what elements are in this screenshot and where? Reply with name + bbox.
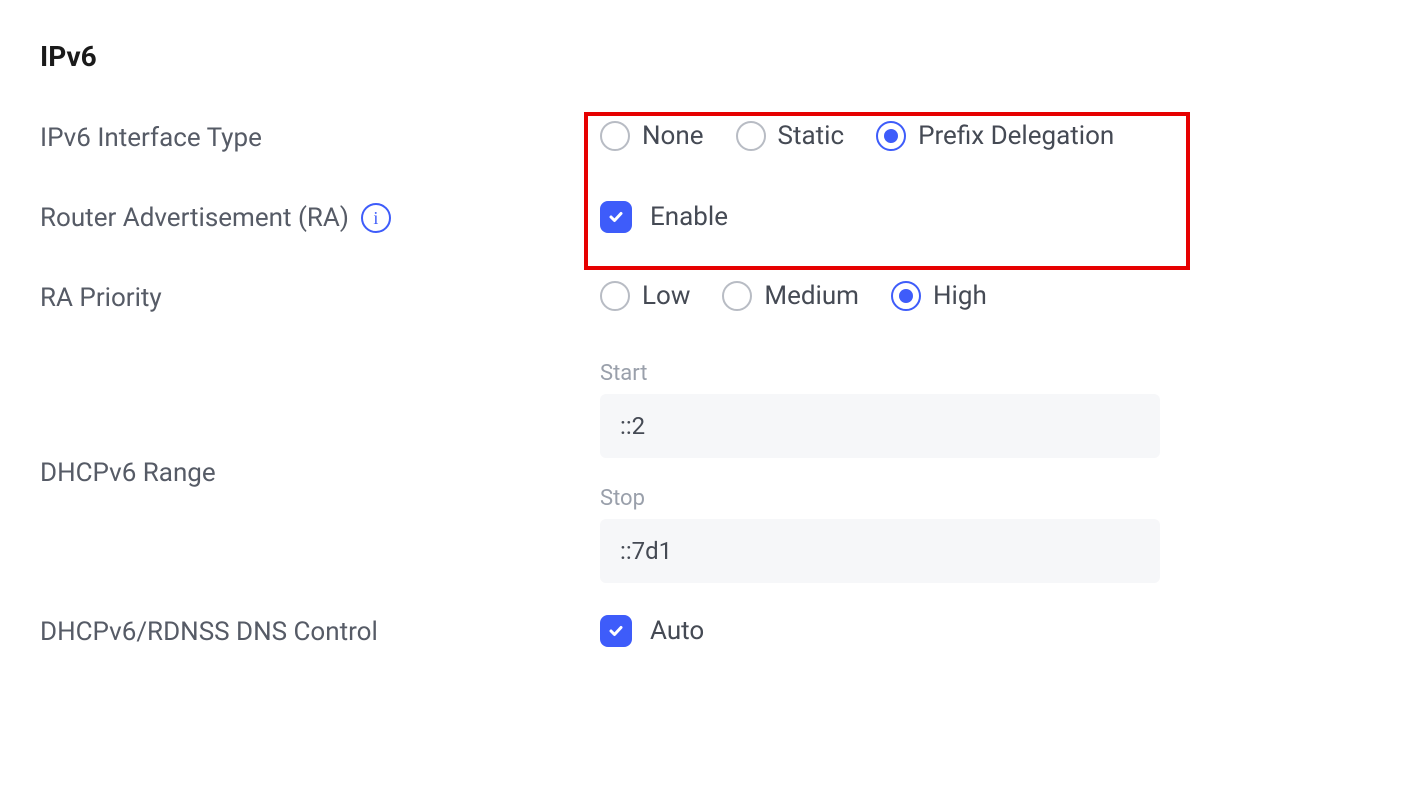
row-dhcpv6-range-label: DHCPv6 Range xyxy=(40,456,600,488)
checkmark-icon xyxy=(607,208,625,226)
radio-circle-icon xyxy=(736,121,766,151)
info-i-glyph: i xyxy=(373,208,378,229)
row-router-advertisement-controls: Enable xyxy=(600,201,1374,233)
checkbox-dns-control[interactable]: Auto xyxy=(600,615,1374,647)
radio-label: Low xyxy=(642,281,690,311)
input-range-stop[interactable] xyxy=(600,519,1160,583)
radio-circle-icon xyxy=(891,281,921,311)
radio-circle-icon xyxy=(600,121,630,151)
radio-priority-medium[interactable]: Medium xyxy=(722,281,859,311)
checkbox-label: Enable xyxy=(650,202,728,232)
row-interface-type: IPv6 Interface Type None Static Prefix Dele… xyxy=(40,121,1374,153)
range-stop-block: Stop xyxy=(600,486,1374,583)
info-icon[interactable]: i xyxy=(361,203,391,233)
radio-priority-high[interactable]: High xyxy=(891,281,987,311)
sub-label-stop: Stop xyxy=(600,486,1374,511)
row-dns-control-label: DHCPv6/RDNSS DNS Control xyxy=(40,615,600,647)
label-text: Router Advertisement (RA) xyxy=(40,203,349,233)
range-start-block: Start xyxy=(600,361,1374,458)
radio-label: Static xyxy=(778,121,845,151)
checkbox-router-advertisement[interactable]: Enable xyxy=(600,201,1374,233)
row-dns-control: DHCPv6/RDNSS DNS Control Auto xyxy=(40,615,1374,647)
radio-dot-icon xyxy=(899,289,913,303)
checkbox-box-icon xyxy=(600,201,632,233)
radio-interface-prefix-delegation[interactable]: Prefix Delegation xyxy=(876,121,1114,151)
row-ra-priority-label: RA Priority xyxy=(40,281,600,313)
checkmark-icon xyxy=(607,622,625,640)
radio-label: High xyxy=(933,281,987,311)
radio-circle-icon xyxy=(722,281,752,311)
radio-dot-icon xyxy=(884,129,898,143)
ipv6-settings-section: IPv6 IPv6 Interface Type None Static Prefix … xyxy=(40,40,1374,647)
radio-label: None xyxy=(642,121,704,151)
row-interface-type-controls: None Static Prefix Delegation xyxy=(600,121,1374,151)
label-text: RA Priority xyxy=(40,283,162,313)
checkbox-label: Auto xyxy=(650,616,704,646)
radio-interface-none[interactable]: None xyxy=(600,121,704,151)
section-title: IPv6 xyxy=(40,40,1374,73)
dhcpv6-range-inputs: Start Stop xyxy=(600,361,1374,583)
row-dhcpv6-range-controls: Start Stop xyxy=(600,361,1374,583)
radio-label: Medium xyxy=(764,281,859,311)
checkbox-box-icon xyxy=(600,615,632,647)
radio-circle-icon xyxy=(600,281,630,311)
label-text: DHCPv6 Range xyxy=(40,458,216,488)
row-interface-type-label: IPv6 Interface Type xyxy=(40,121,600,153)
input-range-start[interactable] xyxy=(600,394,1160,458)
row-ra-priority: RA Priority Low Medium High xyxy=(40,281,1374,313)
label-text: DHCPv6/RDNSS DNS Control xyxy=(40,617,378,647)
radio-group-ra-priority: Low Medium High xyxy=(600,281,1374,311)
radio-group-interface-type: None Static Prefix Delegation xyxy=(600,121,1374,151)
radio-label: Prefix Delegation xyxy=(918,121,1114,151)
row-dhcpv6-range: DHCPv6 Range Start Stop xyxy=(40,361,1374,583)
radio-circle-icon xyxy=(876,121,906,151)
row-dns-control-controls: Auto xyxy=(600,615,1374,647)
sub-label-start: Start xyxy=(600,361,1374,386)
label-text: IPv6 Interface Type xyxy=(40,123,262,153)
row-router-advertisement-label: Router Advertisement (RA) i xyxy=(40,201,600,233)
row-router-advertisement: Router Advertisement (RA) i Enable xyxy=(40,201,1374,233)
radio-priority-low[interactable]: Low xyxy=(600,281,690,311)
radio-interface-static[interactable]: Static xyxy=(736,121,845,151)
row-ra-priority-controls: Low Medium High xyxy=(600,281,1374,311)
